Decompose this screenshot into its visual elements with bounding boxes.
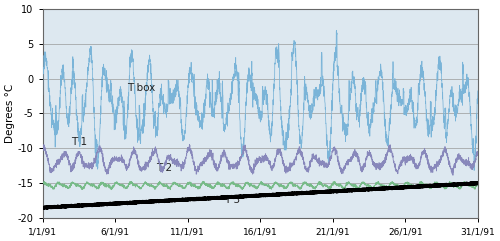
Text: T box: T box bbox=[126, 83, 155, 93]
Y-axis label: Degrees °C: Degrees °C bbox=[5, 84, 15, 143]
Text: T 1: T 1 bbox=[72, 137, 88, 147]
Text: T 2: T 2 bbox=[156, 163, 172, 173]
Text: T 3: T 3 bbox=[224, 195, 240, 205]
